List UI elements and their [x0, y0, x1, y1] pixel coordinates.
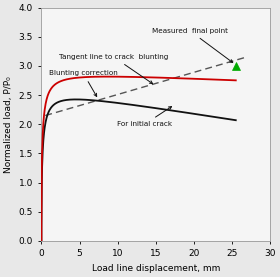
Text: Blunting correction: Blunting correction — [49, 70, 118, 96]
Text: Measured  final point: Measured final point — [152, 28, 233, 63]
Text: Tangent line to crack  blunting: Tangent line to crack blunting — [59, 54, 169, 84]
Text: For initial crack: For initial crack — [117, 107, 172, 127]
X-axis label: Load line displacement, mm: Load line displacement, mm — [92, 264, 220, 273]
Y-axis label: Normalized load, P/P₀: Normalized load, P/P₀ — [4, 76, 13, 173]
